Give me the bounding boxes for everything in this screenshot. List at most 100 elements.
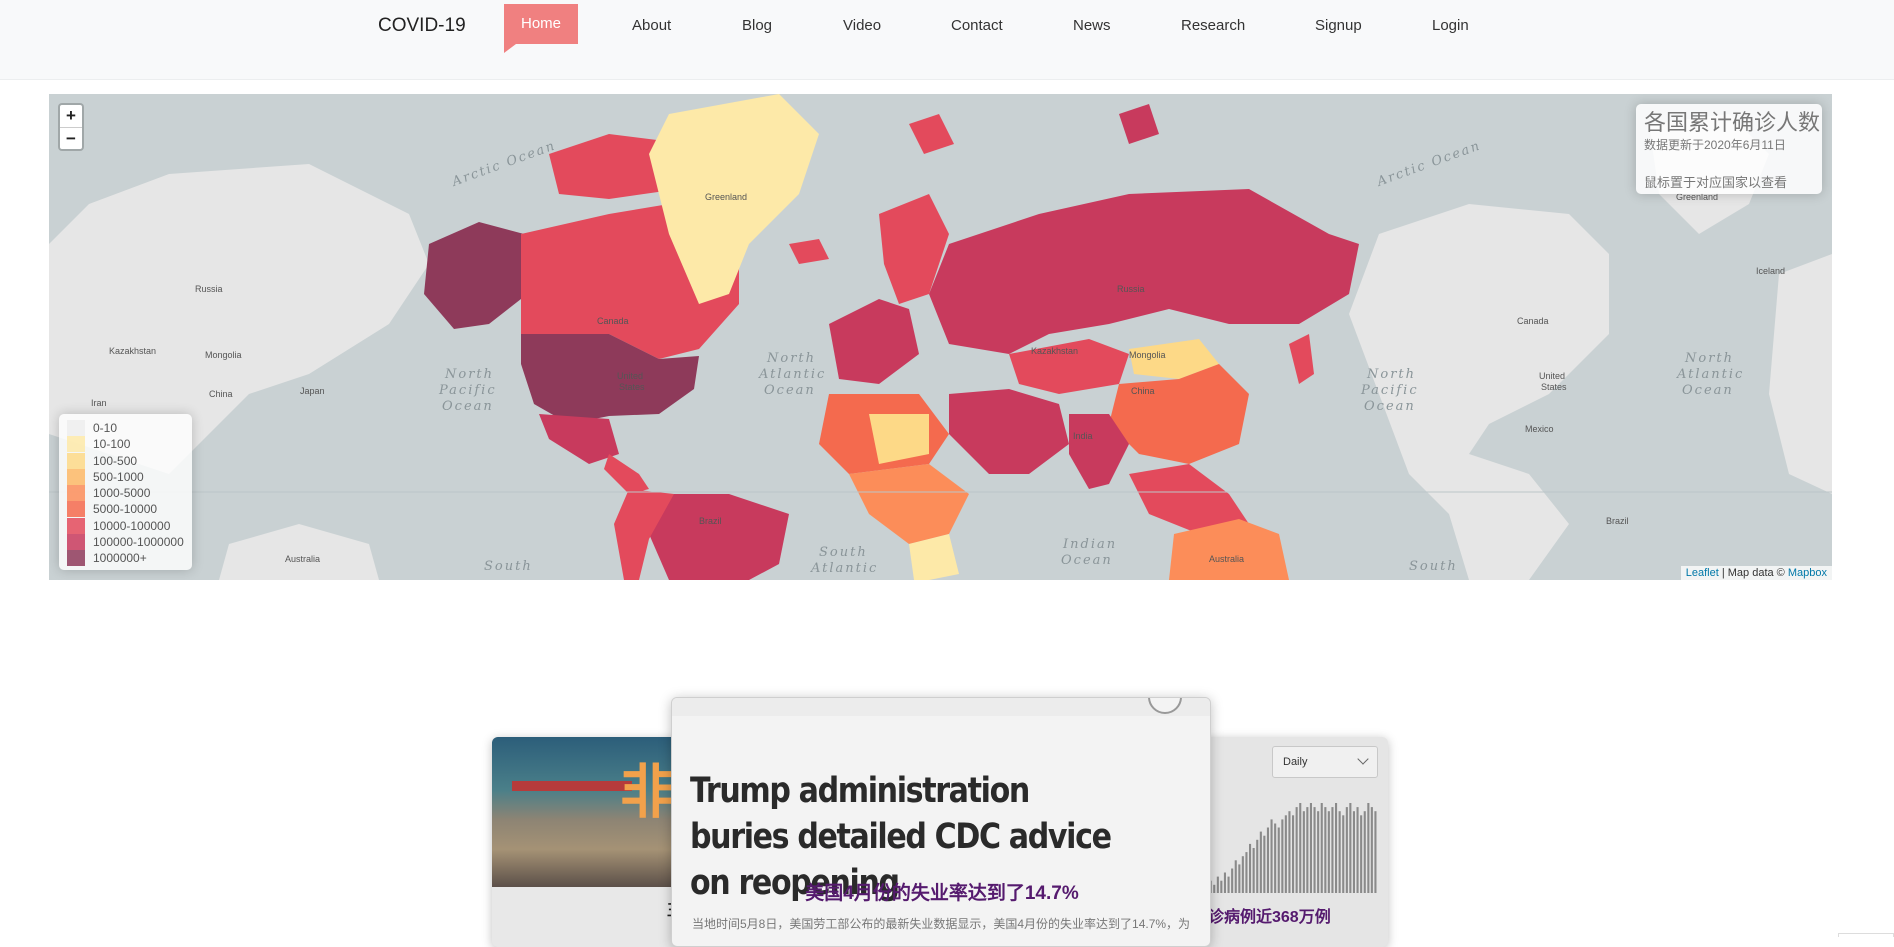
label-north-atlantic-2: Atlantic bbox=[758, 367, 826, 382]
legend-swatch bbox=[67, 452, 85, 469]
nav-item-research[interactable]: Research bbox=[1181, 17, 1246, 34]
country-russia[interactable] bbox=[929, 189, 1359, 354]
legend-item: 500-1000 bbox=[67, 468, 184, 485]
bar bbox=[1256, 839, 1259, 893]
card-top-bar bbox=[672, 698, 1210, 716]
legend-label: 1000-5000 bbox=[93, 486, 151, 501]
nav-item-blog[interactable]: Blog bbox=[742, 17, 773, 34]
photo-sign-text: 非 bbox=[619, 758, 678, 826]
label-north-pacific-r2: Pacific bbox=[1360, 383, 1419, 398]
bar bbox=[1277, 827, 1280, 893]
country-usa[interactable] bbox=[521, 334, 699, 424]
bar bbox=[1317, 811, 1320, 893]
label-north-pacific-3: Ocean bbox=[442, 399, 494, 414]
zoom-out-button[interactable]: − bbox=[60, 127, 82, 149]
country-kazakhstan[interactable] bbox=[1009, 339, 1129, 394]
nav-item-video[interactable]: Video bbox=[843, 17, 882, 34]
bar bbox=[1335, 803, 1338, 893]
legend-item: 100000-1000000 bbox=[67, 534, 184, 551]
label-greenland: Greenland bbox=[705, 192, 747, 202]
zoom-in-button[interactable]: + bbox=[66, 106, 76, 125]
country-alaska[interactable] bbox=[424, 222, 524, 329]
country-greenland[interactable] bbox=[649, 94, 819, 304]
bar bbox=[1288, 811, 1291, 893]
land-australia-left bbox=[219, 524, 379, 580]
legend-label: 500-1000 bbox=[93, 469, 144, 484]
bar bbox=[1220, 880, 1223, 893]
bar bbox=[1313, 807, 1316, 893]
legend-swatch bbox=[67, 436, 85, 453]
country-china[interactable] bbox=[1109, 364, 1249, 464]
bar bbox=[1349, 803, 1352, 893]
brand-logo[interactable]: COVID-19 bbox=[378, 15, 466, 36]
nav-item-news[interactable]: News bbox=[1073, 17, 1111, 34]
bar bbox=[1320, 803, 1323, 893]
nav-item-home[interactable]: Home bbox=[504, 4, 578, 53]
country-scandinavia[interactable] bbox=[879, 194, 949, 304]
bar bbox=[1259, 831, 1262, 893]
label-north-atlantic-r1: North bbox=[1684, 351, 1734, 366]
country-south-america-west[interactable] bbox=[614, 489, 674, 580]
country-sahara[interactable] bbox=[869, 414, 929, 464]
label-mongolia: Mongolia bbox=[1129, 350, 1166, 360]
label-north-pacific-r3: Ocean bbox=[1364, 399, 1416, 414]
country-iceland[interactable] bbox=[789, 239, 829, 264]
nav-item-signup[interactable]: Signup bbox=[1315, 17, 1362, 34]
legend-label: 100-500 bbox=[93, 453, 138, 468]
country-japan[interactable] bbox=[1289, 334, 1314, 384]
period-select[interactable]: Daily bbox=[1272, 746, 1378, 778]
legend-label: 10000-100000 bbox=[93, 518, 171, 533]
country-southeast-asia[interactable] bbox=[1129, 464, 1249, 534]
news-card-left[interactable]: 非 王 bbox=[492, 737, 682, 947]
leaflet-link[interactable]: Leaflet bbox=[1685, 567, 1719, 579]
country-europe-west[interactable] bbox=[829, 299, 919, 384]
mapbox-link[interactable]: Mapbox bbox=[1787, 567, 1827, 579]
label-united-states-2: States bbox=[619, 382, 645, 392]
featured-body: 当地时间5月8日，美国劳工部公布的最新失业数据显示，美国4月份的失业率达到了14… bbox=[692, 917, 1191, 931]
legend-item: 10000-100000 bbox=[67, 517, 184, 534]
label-north-atlantic-r3: Ocean bbox=[1682, 383, 1734, 398]
country-svalbard[interactable] bbox=[909, 114, 954, 154]
bar bbox=[1327, 811, 1330, 893]
label-south-atlantic-1: South bbox=[819, 545, 868, 560]
featured-headline[interactable]: Trump administration buries detailed CDC… bbox=[690, 771, 1112, 903]
label-india: India bbox=[1073, 431, 1093, 441]
choropleth-map[interactable]: Arctic Ocean Arctic Ocean North Pacific … bbox=[49, 94, 1832, 580]
bar bbox=[1281, 819, 1284, 893]
country-southern-africa[interactable] bbox=[909, 534, 959, 580]
country-russia-north-islands[interactable] bbox=[1119, 104, 1159, 144]
bar bbox=[1245, 852, 1248, 893]
label-united-states-1: United bbox=[617, 371, 643, 381]
bar bbox=[1292, 815, 1295, 893]
label-united-states-r2: States bbox=[1541, 382, 1567, 392]
nav-item-login[interactable]: Login bbox=[1432, 17, 1469, 34]
label-china: China bbox=[1131, 386, 1155, 396]
label-north-pacific-r1: North bbox=[1366, 367, 1416, 382]
label-kazakhstan: Kazakhstan bbox=[1031, 346, 1078, 356]
country-central-america[interactable] bbox=[604, 454, 649, 494]
country-mexico[interactable] bbox=[539, 414, 619, 464]
legend-swatch bbox=[67, 517, 85, 534]
nav-item-about[interactable]: About bbox=[632, 17, 672, 34]
featured-subhead: 美国4月份的失业率达到了14.7% bbox=[805, 883, 1079, 904]
nav-item-contact[interactable]: Contact bbox=[951, 17, 1003, 34]
legend-swatch bbox=[67, 420, 85, 436]
country-central-africa[interactable] bbox=[849, 464, 969, 544]
legend-item: 100-500 bbox=[67, 452, 184, 469]
legend-label: 1000000+ bbox=[93, 551, 147, 566]
period-select-value: Daily bbox=[1283, 756, 1308, 768]
label-kazakhstan-left: Kazakhstan bbox=[109, 346, 156, 356]
country-australia[interactable] bbox=[1169, 519, 1289, 580]
country-mongolia[interactable] bbox=[1129, 339, 1219, 379]
country-brazil[interactable] bbox=[649, 494, 789, 580]
bar bbox=[1331, 807, 1334, 893]
attribution-text: | Map data © bbox=[1718, 567, 1788, 579]
map-canvas[interactable]: Arctic Ocean Arctic Ocean North Pacific … bbox=[49, 94, 1832, 580]
label-north-atlantic-1: North bbox=[766, 351, 816, 366]
bar bbox=[1374, 811, 1377, 893]
news-card-featured[interactable]: Trump administration buries detailed CDC… bbox=[671, 697, 1211, 947]
stats-card-right[interactable]: Daily 诊病例近368万例 bbox=[1196, 737, 1388, 947]
bar bbox=[1324, 807, 1327, 893]
country-middle-east[interactable] bbox=[949, 389, 1069, 474]
country-india[interactable] bbox=[1069, 414, 1129, 489]
